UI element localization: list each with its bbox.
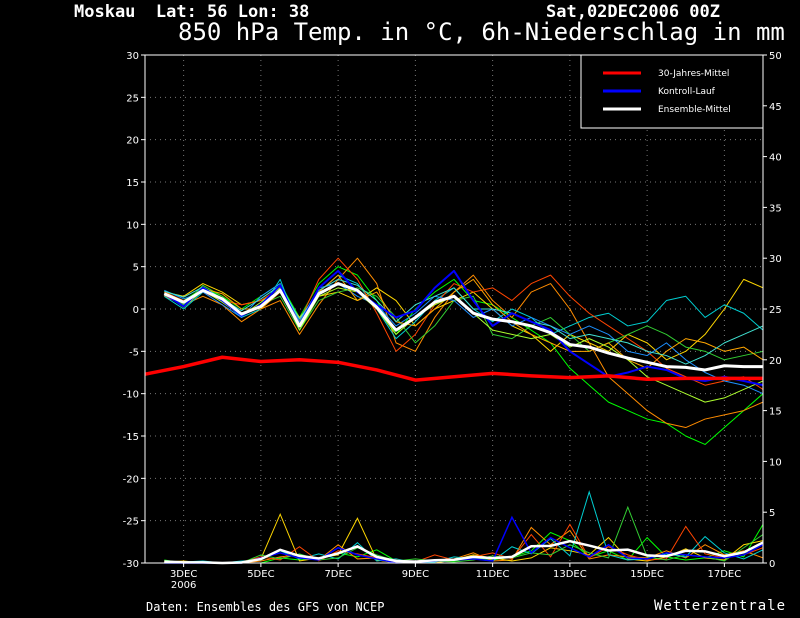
- y-tick-label-left: -20: [123, 474, 139, 485]
- temp-layer: [144, 257, 764, 445]
- precip-member-line: [164, 526, 764, 564]
- y-tick-label-left: 10: [126, 220, 139, 231]
- ensemble-member-line: [164, 257, 764, 429]
- x-tick-label: 3DEC: [170, 569, 197, 580]
- y-tick-label-right: 15: [769, 407, 782, 418]
- y-tick-label-right: 50: [769, 51, 782, 62]
- y-tick-label-right: 35: [769, 203, 782, 214]
- data-credit: Daten: Ensembles des GFS von NCEP: [146, 600, 385, 614]
- y-tick-label-left: -15: [123, 432, 139, 443]
- x-tick-label: 15DEC: [630, 569, 664, 580]
- ensemble-member-line: [164, 278, 764, 361]
- ensemble-member-line: [164, 274, 764, 369]
- y-tick-label-left: -10: [123, 390, 139, 401]
- x-tick-label: 17DEC: [708, 569, 742, 580]
- run-date-label: Sat,02DEC2006 00Z: [546, 2, 720, 22]
- climate-mean-line: [144, 355, 763, 382]
- legend-label-control: Kontroll-Lauf: [658, 87, 716, 97]
- grid-layer: [145, 55, 763, 563]
- legend: 30-Jahres-Mittel Kontroll-Lauf Ensemble-…: [580, 54, 764, 129]
- y-tick-label-left: -25: [123, 517, 139, 528]
- x-tick-label: 9DEC: [402, 569, 429, 580]
- y-tick-label-left: 25: [126, 93, 139, 104]
- ensemble-member-line: [164, 257, 764, 390]
- precip-layer: [164, 490, 764, 565]
- ensemble-member-line: [164, 283, 764, 395]
- y-tick-label-left: 20: [126, 136, 139, 147]
- y-tick-label-left: 5: [133, 263, 139, 274]
- y-tick-label-right: 45: [769, 102, 782, 113]
- y-tick-label-right: 10: [769, 457, 782, 468]
- precip-member-line: [164, 505, 764, 564]
- y-axis-left: -30 -25 -20 -15 -10 -5 0 5 10 15 20 25 30: [123, 51, 145, 570]
- brand-label: Wetterzentrale: [654, 598, 787, 614]
- x-tick-label: 7DEC: [324, 569, 351, 580]
- y-tick-label-left: -5: [129, 347, 139, 358]
- x-tick-label: 5DEC: [247, 569, 274, 580]
- x-tick-label: 13DEC: [553, 569, 587, 580]
- y-tick-label-left: -30: [123, 559, 139, 570]
- y-tick-label-right: 0: [769, 559, 775, 570]
- x-tick-label-year: 2006: [171, 580, 196, 591]
- ensemble-member-line: [164, 266, 764, 445]
- chart-title: 850 hPa Temp. in °C, 6h-Niederschlag in …: [178, 18, 785, 46]
- ensemble-member-line: [164, 278, 764, 365]
- legend-label-climate: 30-Jahres-Mittel: [658, 69, 729, 79]
- y-axis-right: 0 5 10 15 20 25 30 35 40 45 50: [763, 51, 782, 570]
- y-tick-label-right: 25: [769, 305, 782, 316]
- y-tick-label-right: 5: [769, 508, 775, 519]
- precip-member-line: [164, 490, 764, 564]
- y-tick-label-left: 15: [126, 178, 139, 189]
- y-tick-label-right: 30: [769, 254, 782, 265]
- y-tick-label-left: 30: [126, 51, 139, 62]
- y-tick-label-left: 0: [133, 305, 139, 316]
- precip-ensemble-mean-line: [164, 539, 764, 565]
- control-run-line: [163, 269, 764, 387]
- legend-label-ensemble: Ensemble-Mittel: [658, 105, 731, 115]
- x-tick-label: 11DEC: [476, 569, 510, 580]
- y-tick-label-right: 40: [769, 153, 782, 164]
- y-tick-label-right: 20: [769, 356, 782, 367]
- ensemble-mean-line: [163, 282, 763, 372]
- location-label: Moskau Lat: 56 Lon: 38: [74, 2, 310, 22]
